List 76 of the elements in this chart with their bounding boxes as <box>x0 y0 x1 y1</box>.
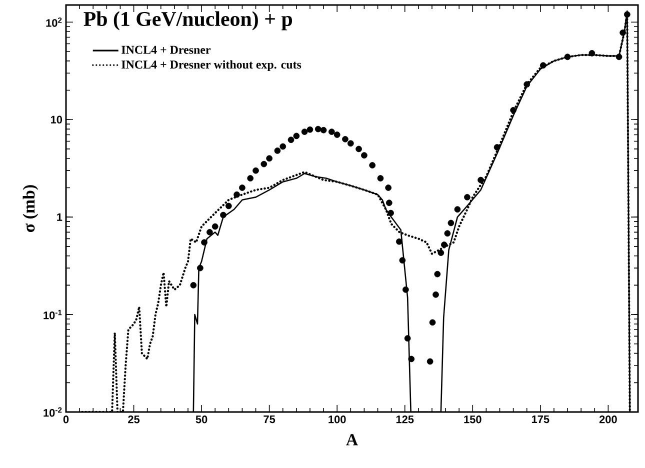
point <box>320 126 327 134</box>
point <box>385 184 392 191</box>
point <box>293 132 300 140</box>
y-axis-title: σ (mb) <box>22 185 38 232</box>
chart-title: Pb (1 GeV/nucleon) + p <box>84 11 292 30</box>
point <box>432 291 439 298</box>
point <box>438 250 444 256</box>
point <box>386 200 392 206</box>
point <box>306 126 314 133</box>
point <box>478 176 484 184</box>
point <box>190 282 197 288</box>
point <box>274 148 281 154</box>
x-tick-label: 175 <box>532 416 550 424</box>
point <box>201 239 208 246</box>
point <box>356 146 362 152</box>
legend-label: INCL4 + Dresner <box>122 46 211 54</box>
y-tick-label: 10$^{-2}$ <box>44 407 62 417</box>
x-tick-label: 150 <box>464 416 482 424</box>
point <box>616 54 622 60</box>
point <box>260 160 268 168</box>
y-tick-label: 10$^{2}$ <box>46 17 62 27</box>
point <box>426 358 434 365</box>
point <box>197 264 204 272</box>
point <box>448 220 454 226</box>
point <box>328 128 335 135</box>
point <box>434 270 441 278</box>
point <box>429 319 436 326</box>
x-tick-label: 50 <box>196 416 208 424</box>
point <box>404 335 411 342</box>
x-tick-label: 100 <box>328 416 346 424</box>
point <box>464 194 470 200</box>
point <box>440 242 448 248</box>
point <box>524 81 530 88</box>
point <box>347 140 354 147</box>
point <box>444 230 451 237</box>
x-tick-label: 75 <box>264 416 276 424</box>
point <box>314 126 322 132</box>
point <box>377 175 384 182</box>
legend-label: INCL4 + Dresner without exp. cuts <box>122 60 302 72</box>
point <box>342 136 348 142</box>
point <box>288 136 294 144</box>
point <box>247 175 254 182</box>
point <box>388 210 394 216</box>
point <box>266 155 273 162</box>
point <box>454 206 461 213</box>
point <box>361 152 368 159</box>
point <box>624 11 630 18</box>
y-tick-label: 1 <box>57 213 62 221</box>
point <box>494 144 500 150</box>
point <box>564 54 571 60</box>
point <box>212 223 218 230</box>
point <box>301 128 308 135</box>
x-tick-label: 0 <box>63 416 69 424</box>
point <box>399 257 406 264</box>
y-tick-label: 10$^{-1}$ <box>44 310 62 320</box>
point <box>206 228 213 236</box>
x-tick-label: 125 <box>396 416 414 424</box>
point <box>588 50 596 56</box>
x-tick-label: 200 <box>599 416 617 424</box>
point <box>252 167 259 174</box>
point <box>334 132 340 138</box>
y-tick-label: 10 <box>50 116 62 124</box>
point <box>510 106 516 114</box>
x-axis-title: A <box>346 434 358 446</box>
point <box>540 62 546 69</box>
point <box>220 212 226 218</box>
point <box>239 184 246 191</box>
x-tick-label: 25 <box>128 416 140 424</box>
point <box>280 143 286 150</box>
point <box>369 162 376 168</box>
point <box>620 29 626 36</box>
point <box>396 238 402 245</box>
point <box>234 191 240 198</box>
point <box>225 202 232 210</box>
point <box>408 356 415 362</box>
point <box>402 286 409 293</box>
